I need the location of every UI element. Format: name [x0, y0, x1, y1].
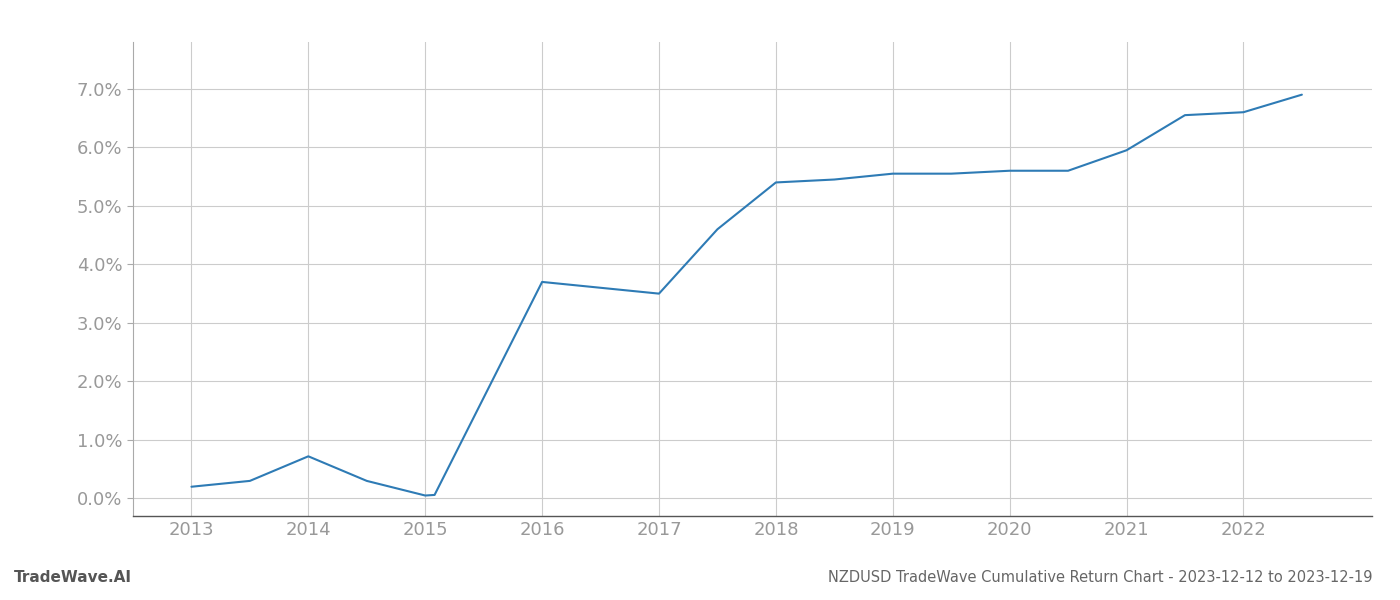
Text: NZDUSD TradeWave Cumulative Return Chart - 2023-12-12 to 2023-12-19: NZDUSD TradeWave Cumulative Return Chart… — [827, 570, 1372, 585]
Text: TradeWave.AI: TradeWave.AI — [14, 570, 132, 585]
